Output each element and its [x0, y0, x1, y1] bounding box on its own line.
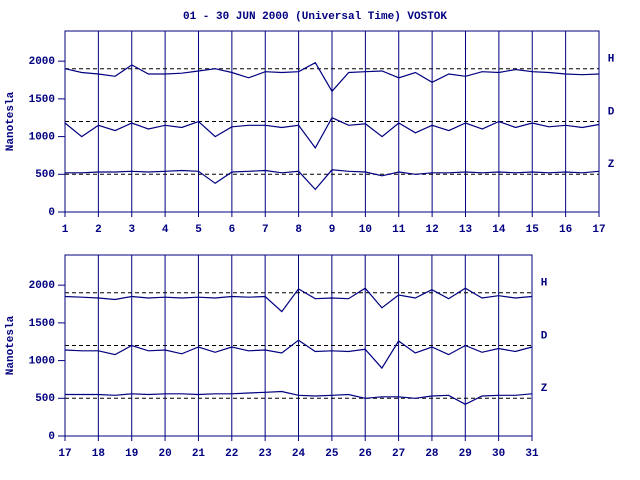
series-line [64, 339, 533, 370]
x-tick-label: 22 [225, 448, 238, 460]
series-label: H [541, 278, 548, 290]
series-label: D [541, 330, 548, 342]
y-axis-label: Nanotesla [5, 315, 17, 375]
x-tick-label: 13 [459, 224, 473, 236]
y-tick-label: 1000 [29, 131, 55, 143]
y-tick-label: 2000 [29, 56, 55, 68]
y-tick-label: 500 [35, 169, 55, 181]
x-tick-label: 5 [195, 224, 202, 236]
series-line [65, 390, 533, 405]
x-tick-label: 10 [359, 224, 372, 236]
x-tick-label: 16 [559, 224, 572, 236]
x-tick-label: 3 [128, 224, 135, 236]
y-tick-label: 1500 [29, 94, 55, 106]
x-tick-label: 29 [459, 448, 472, 460]
x-tick-label: 1 [62, 224, 69, 236]
x-tick-label: 18 [92, 448, 106, 460]
x-tick-label: 9 [329, 224, 336, 236]
x-tick-label: 6 [229, 224, 236, 236]
x-tick-label: 28 [425, 448, 439, 460]
x-tick-label: 24 [292, 448, 306, 460]
series-label: Z [541, 383, 548, 395]
series-line [64, 116, 600, 150]
x-tick-label: 14 [492, 224, 506, 236]
y-tick-label: 0 [48, 431, 55, 443]
x-tick-label: 27 [392, 448, 405, 460]
x-tick-label: 17 [58, 448, 71, 460]
x-tick-label: 8 [295, 224, 302, 236]
x-tick-label: 12 [426, 224, 439, 236]
series-label: H [608, 54, 615, 66]
y-axis-label: Nanotesla [5, 91, 17, 151]
series-line [65, 169, 600, 191]
x-tick-label: 30 [492, 448, 505, 460]
x-tick-label: 15 [526, 224, 540, 236]
x-tick-label: 4 [162, 224, 169, 236]
y-tick-label: 500 [35, 393, 55, 405]
x-tick-label: 19 [125, 448, 138, 460]
x-tick-label: 31 [525, 448, 539, 460]
series-label: D [608, 106, 615, 118]
y-tick-label: 1000 [29, 355, 55, 367]
x-tick-label: 26 [359, 448, 372, 460]
x-tick-label: 23 [259, 448, 273, 460]
x-tick-label: 20 [158, 448, 171, 460]
x-tick-label: 11 [392, 224, 406, 236]
series-label: Z [608, 159, 615, 171]
x-tick-label: 25 [325, 448, 339, 460]
series-line [64, 61, 600, 93]
y-tick-label: 2000 [29, 280, 55, 292]
y-tick-label: 0 [48, 207, 55, 219]
x-tick-label: 21 [192, 448, 206, 460]
x-tick-label: 17 [592, 224, 605, 236]
series-line [64, 287, 533, 313]
y-tick-label: 1500 [29, 318, 55, 330]
x-tick-label: 7 [262, 224, 269, 236]
x-tick-label: 2 [95, 224, 102, 236]
chart-title: 01 - 30 JUN 2000 (Universal Time) VOSTOK [183, 11, 447, 23]
